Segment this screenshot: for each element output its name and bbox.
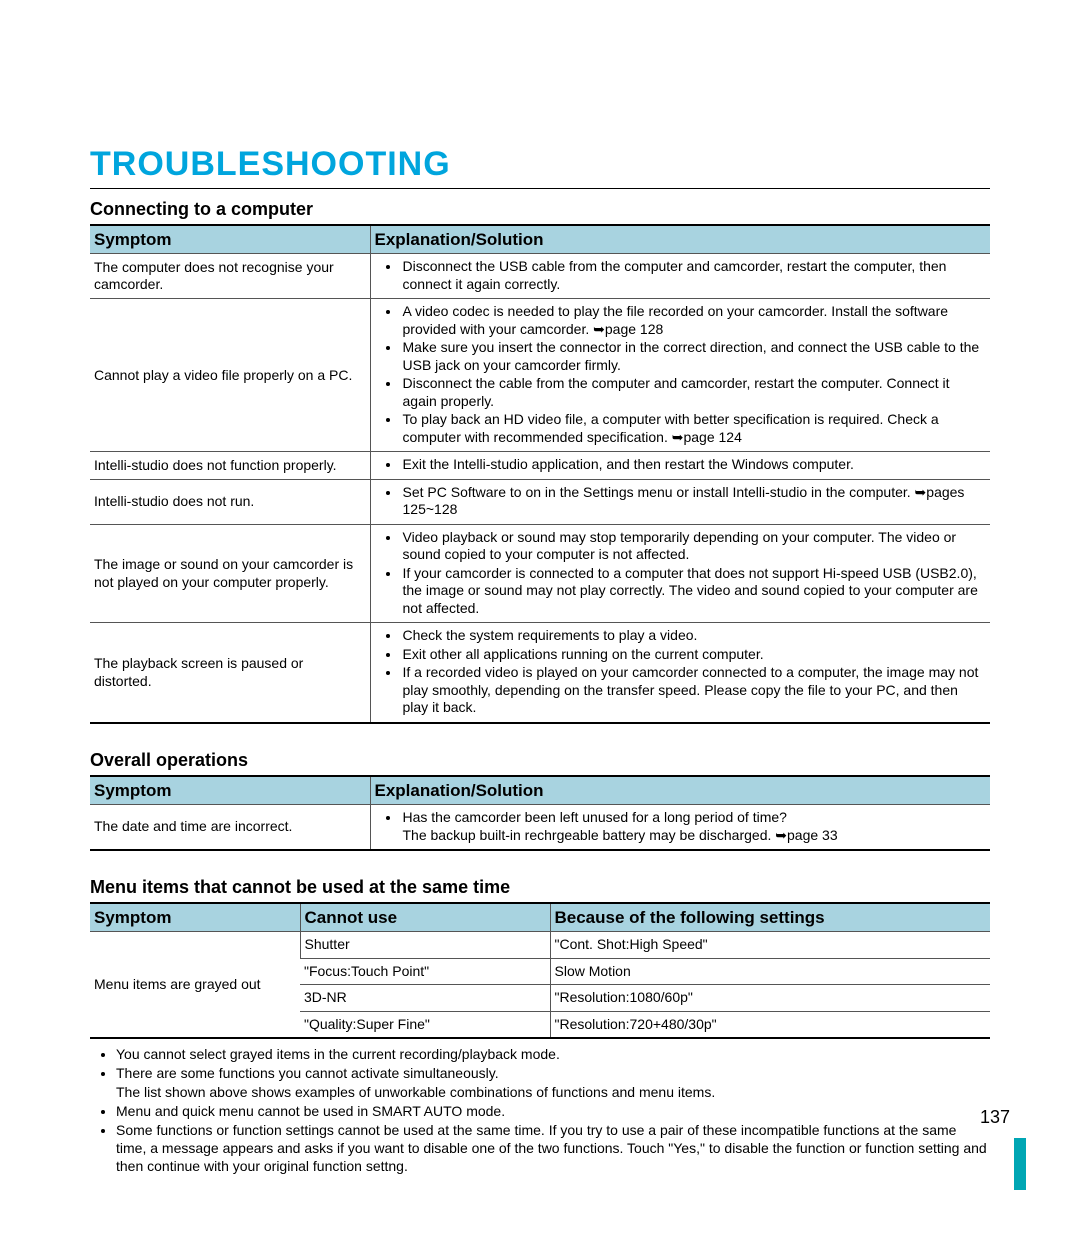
explanation-list: Check the system requirements to play a …	[375, 627, 985, 717]
table-row: Menu items are grayed outShutter"Cont. S…	[90, 932, 990, 959]
explanation-item: Disconnect the cable from the computer a…	[401, 375, 985, 410]
explanation-list: Video playback or sound may stop tempora…	[375, 529, 985, 618]
cannot-use-cell: Shutter	[300, 932, 550, 959]
section-heading-menu-items: Menu items that cannot be used at the sa…	[90, 877, 990, 898]
col-because: Because of the following settings	[550, 903, 990, 932]
symptom-cell: Cannot play a video file properly on a P…	[90, 299, 370, 452]
because-cell: "Resolution:720+480/30p"	[550, 1011, 990, 1038]
cannot-use-cell: "Focus:Touch Point"	[300, 958, 550, 985]
symptom-cell: The image or sound on your camcorder is …	[90, 524, 370, 623]
note-item: Some functions or function settings cann…	[116, 1121, 990, 1176]
explanation-item: Set PC Software to on in the Settings me…	[401, 484, 985, 519]
explanation-item: Disconnect the USB cable from the comput…	[401, 258, 985, 293]
explanation-item: A video codec is needed to play the file…	[401, 303, 985, 338]
explanation-item: Exit the Intelli-studio application, and…	[401, 456, 985, 474]
explanation-item: Has the camcorder been left unused for a…	[401, 809, 985, 844]
col-symptom: Symptom	[90, 225, 370, 254]
explanation-list: A video codec is needed to play the file…	[375, 303, 985, 446]
col-cannot: Cannot use	[300, 903, 550, 932]
section-heading-connecting: Connecting to a computer	[90, 199, 990, 220]
explanation-list: Disconnect the USB cable from the comput…	[375, 258, 985, 293]
table-overall: Symptom Explanation/Solution The date an…	[90, 775, 990, 851]
col-symptom: Symptom	[90, 776, 370, 805]
explanation-list: Has the camcorder been left unused for a…	[375, 809, 985, 844]
explanation-item: Check the system requirements to play a …	[401, 627, 985, 645]
explanation-item: If a recorded video is played on your ca…	[401, 664, 985, 717]
table-row: The computer does not recognise your cam…	[90, 254, 990, 299]
cannot-use-cell: 3D-NR	[300, 985, 550, 1012]
symptom-cell: Menu items are grayed out	[90, 932, 300, 1039]
note-item: Menu and quick menu cannot be used in SM…	[116, 1102, 990, 1120]
symptom-cell: The date and time are incorrect.	[90, 805, 370, 851]
explanation-item: Video playback or sound may stop tempora…	[401, 529, 985, 564]
col-explanation: Explanation/Solution	[370, 225, 990, 254]
explanation-item: Exit other all applications running on t…	[401, 646, 985, 664]
table-row: The date and time are incorrect. Has the …	[90, 805, 990, 851]
explanation-item: If your camcorder is connected to a comp…	[401, 565, 985, 618]
because-cell: "Cont. Shot:High Speed"	[550, 932, 990, 959]
note-item: There are some functions you cannot acti…	[116, 1064, 990, 1100]
table-menu-items: Symptom Cannot use Because of the follow…	[90, 902, 990, 1039]
symptom-cell: The computer does not recognise your cam…	[90, 254, 370, 299]
table-connecting: Symptom Explanation/Solution The compute…	[90, 224, 990, 724]
cannot-use-cell: "Quality:Super Fine"	[300, 1011, 550, 1038]
symptom-cell: Intelli-studio does not run.	[90, 479, 370, 524]
explanation-list: Exit the Intelli-studio application, and…	[375, 456, 985, 474]
page-number: 137	[980, 1107, 1010, 1128]
table-row: Intelli-studio does not function properl…	[90, 452, 990, 480]
page-title: TROUBLESHOOTING	[90, 145, 990, 184]
table-row: Cannot play a video file properly on a P…	[90, 299, 990, 452]
symptom-cell: The playback screen is paused or distort…	[90, 623, 370, 723]
col-symptom: Symptom	[90, 903, 300, 932]
table-row: The playback screen is paused or distort…	[90, 623, 990, 723]
section-heading-overall: Overall operations	[90, 750, 990, 771]
symptom-cell: Intelli-studio does not function properl…	[90, 452, 370, 480]
explanation-item: Make sure you insert the connector in th…	[401, 339, 985, 374]
because-cell: "Resolution:1080/60p"	[550, 985, 990, 1012]
table-row: The image or sound on your camcorder is …	[90, 524, 990, 623]
col-explanation: Explanation/Solution	[370, 776, 990, 805]
footer-bar	[1014, 1138, 1026, 1190]
explanation-list: Set PC Software to on in the Settings me…	[375, 484, 985, 519]
table-row: Intelli-studio does not run. Set PC Softw…	[90, 479, 990, 524]
notes-list: You cannot select grayed items in the cu…	[90, 1045, 990, 1175]
note-item: You cannot select grayed items in the cu…	[116, 1045, 990, 1063]
explanation-item: To play back an HD video file, a compute…	[401, 411, 985, 446]
title-underline	[90, 188, 990, 189]
because-cell: Slow Motion	[550, 958, 990, 985]
